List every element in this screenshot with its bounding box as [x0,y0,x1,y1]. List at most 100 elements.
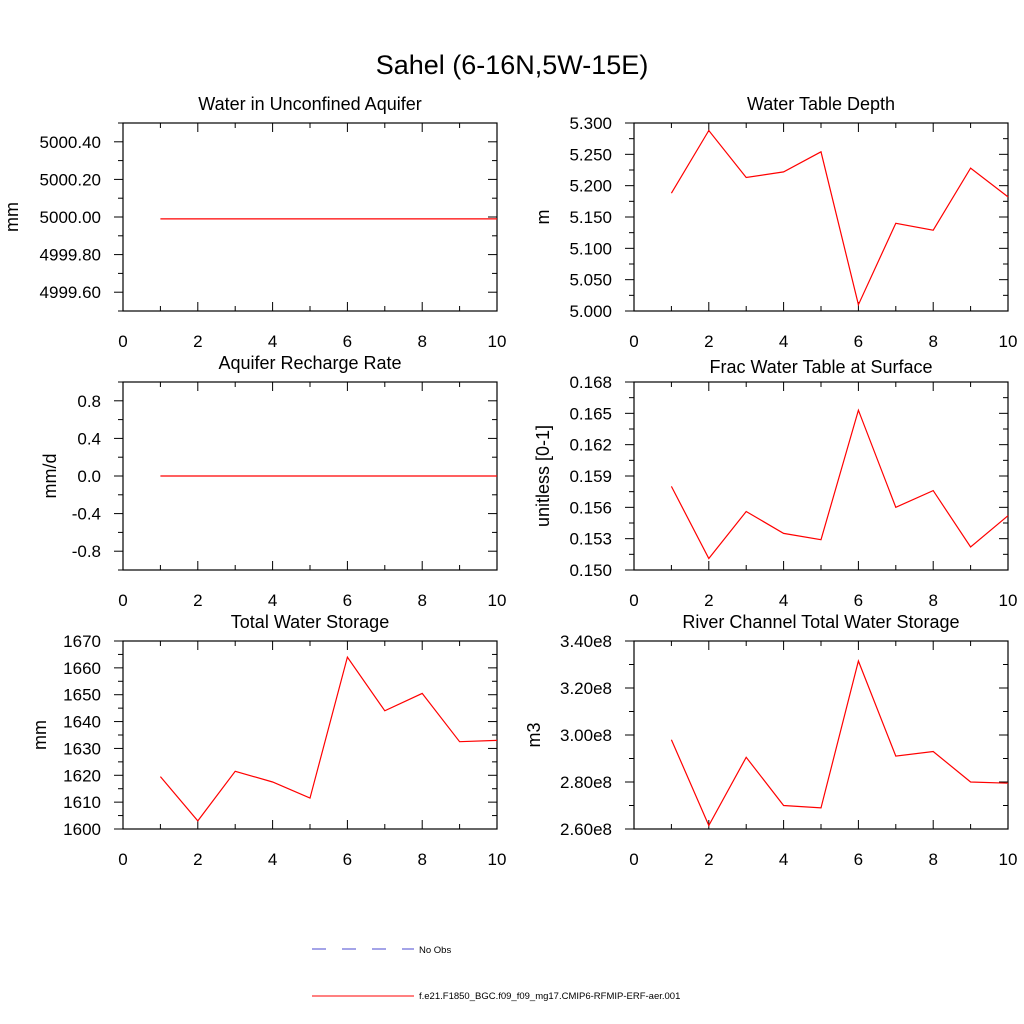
y-tick-label: 1650 [63,686,101,705]
plot-frame [122,122,498,312]
x-tick-label: 6 [343,850,352,869]
y-tick-label: 2.80e8 [560,773,612,792]
y-axis-label: unitless [0-1] [533,425,553,527]
y-tick-label: 0.150 [569,561,612,580]
y-tick-label: 3.20e8 [560,679,612,698]
x-tick-label: 2 [704,591,713,610]
y-tick-label: 5000.40 [40,133,101,152]
panel-title: Water in Unconfined Aquifer [198,94,421,114]
plot-frame [633,381,1009,571]
y-tick-label: 5.100 [569,239,612,258]
x-tick-label: 4 [779,332,788,351]
panel-title: Water Table Depth [747,94,895,114]
x-tick-label: 4 [268,850,277,869]
x-tick-label: 10 [488,850,507,869]
x-tick-label: 8 [417,591,426,610]
y-tick-label: 5.300 [569,114,612,133]
y-tick-label: -0.8 [72,542,101,561]
y-tick-label: 0.162 [569,436,612,455]
y-tick-label: 0.4 [77,429,101,448]
series-line [159,655,498,822]
y-tick-label: 4999.60 [40,283,101,302]
y-tick-label: 5.250 [569,145,612,164]
x-tick-label: 4 [268,332,277,351]
legend-label-model: f.e21.F1850_BGC.f09_f09_mg17.CMIP6-RFMIP… [419,991,680,1002]
y-tick-label: 2.60e8 [560,820,612,839]
y-tick-label: -0.4 [72,505,101,524]
x-tick-label: 8 [928,850,937,869]
y-tick-label: 1660 [63,659,101,678]
x-tick-label: 8 [417,332,426,351]
panel-title: Frac Water Table at Surface [709,357,932,377]
panel-title: Total Water Storage [231,612,389,632]
x-tick-label: 2 [193,332,202,351]
y-tick-label: 0.159 [569,467,612,486]
y-tick-label: 0.0 [77,467,101,486]
y-tick-label: 1670 [63,632,101,651]
x-tick-label: 0 [629,332,638,351]
series-line [670,408,1009,560]
x-tick-label: 10 [999,591,1018,610]
legend-label-no-obs: No Obs [419,945,451,956]
x-tick-label: 6 [854,591,863,610]
panel-title: Aquifer Recharge Rate [218,353,401,373]
y-tick-label: 5000.20 [40,170,101,189]
x-tick-label: 6 [854,332,863,351]
y-tick-label: 5.150 [569,208,612,227]
y-tick-label: 1600 [63,820,101,839]
x-tick-label: 6 [343,332,352,351]
panel-4: Frac Water Table at Surface 0 2 4 6 8 10 0.150 0… [533,357,1017,610]
y-tick-label: 0.156 [569,498,612,517]
x-tick-label: 8 [928,591,937,610]
panel-2: Water Table Depth 0 2 4 6 8 10 5.000 5.050 5.100 5… [533,94,1017,351]
y-tick-label: 3.40e8 [560,632,612,651]
panels: Water in Unconfined Aquifer 0 2 4 6 8 10 4999.6… [2,94,1017,869]
y-axis-label: mm/d [40,454,60,499]
x-tick-label: 2 [193,850,202,869]
y-tick-label: 0.8 [77,392,101,411]
series-line [670,659,1009,827]
panel-6: River Channel Total Water Storage 0 2 4 6 8 10… [524,612,1017,869]
series-line [670,129,1009,307]
plot-frame [633,640,1009,830]
x-tick-label: 8 [417,850,426,869]
y-axis-label: mm [30,720,50,750]
y-tick-label: 0.153 [569,530,612,549]
y-tick-label: 5.200 [569,177,612,196]
x-tick-label: 10 [999,332,1018,351]
panel-5: Total Water Storage 0 2 4 6 8 10 1600 1610 1620 16… [30,612,506,869]
x-tick-label: 0 [629,850,638,869]
y-tick-label: 1610 [63,793,101,812]
y-tick-label: 4999.80 [40,246,101,265]
y-tick-label: 1620 [63,766,101,785]
x-tick-label: 4 [779,850,788,869]
x-tick-label: 6 [854,850,863,869]
x-tick-label: 4 [268,591,277,610]
y-tick-label: 5000.00 [40,208,101,227]
y-tick-label: 5.000 [569,302,612,321]
panel-title: River Channel Total Water Storage [682,612,959,632]
y-tick-label: 0.165 [569,404,612,423]
legend: No Obs f.e21.F1850_BGC.f09_f09_mg17.CMIP6… [312,945,680,1002]
y-axis-label: mm [2,202,22,232]
y-tick-label: 1630 [63,739,101,758]
figure-title: Sahel (6-16N,5W-15E) [376,50,649,80]
x-tick-label: 0 [629,591,638,610]
x-tick-label: 0 [118,850,127,869]
y-tick-label: 0.168 [569,373,612,392]
x-tick-label: 10 [488,591,507,610]
x-tick-label: 10 [999,850,1018,869]
x-tick-label: 0 [118,591,127,610]
y-tick-label: 1640 [63,713,101,732]
y-axis-label: m [533,210,553,225]
x-tick-label: 6 [343,591,352,610]
x-tick-label: 0 [118,332,127,351]
panel-3: Aquifer Recharge Rate 0 2 4 6 8 10 -0.8 -0.4 0.0 0… [40,353,506,610]
x-tick-label: 2 [704,332,713,351]
x-tick-label: 4 [779,591,788,610]
panel-1: Water in Unconfined Aquifer 0 2 4 6 8 10 4999.6… [2,94,506,351]
y-tick-label: 3.00e8 [560,726,612,745]
y-axis-label: m3 [524,722,544,747]
y-tick-label: 5.050 [569,271,612,290]
